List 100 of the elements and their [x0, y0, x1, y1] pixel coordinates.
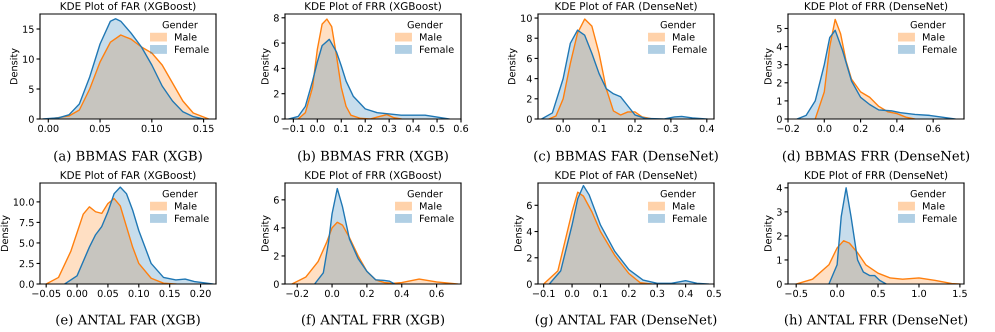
y-tick-label: 4 [274, 65, 279, 72]
x-tick-label: 0.00 [38, 124, 58, 132]
legend-label: Female [420, 214, 454, 222]
legend-label: Female [175, 214, 209, 222]
y-tick-label: 2 [776, 79, 782, 86]
x-tick-label: 0.1 [334, 124, 348, 132]
chart-title: KDE Plot of FAR (DenseNet) [556, 2, 697, 12]
y-tick-label: 5 [29, 86, 34, 93]
x-tick-label: 0.3 [382, 124, 396, 132]
y-axis-title: Density [261, 48, 270, 84]
legend-title: Gender [910, 20, 946, 28]
x-tick-label: 0.6 [926, 124, 940, 132]
legend-title: Gender [162, 190, 198, 198]
legend-title: Gender [162, 20, 198, 28]
x-tick-label: 0.2 [628, 124, 642, 132]
x-tick-label: 0.4 [394, 290, 409, 298]
x-tick-label: 0.1 [592, 124, 606, 132]
y-tick-label: 4 [526, 75, 532, 82]
text: (a) BBMAS FAR (XGB) [54, 150, 202, 163]
x-tick-label: 0.2 [853, 124, 868, 132]
legend-title: Gender [660, 190, 696, 198]
x-tick-label: 0.5 [870, 290, 885, 298]
x-tick-label: −0.2 [286, 290, 308, 298]
x-tick-label: 0.0 [324, 290, 340, 298]
y-tick-label: 8 [274, 14, 279, 22]
x-tick-label: 0.0 [310, 124, 324, 132]
y-tick-label: 5 [777, 25, 782, 32]
y-tick-label: 6 [526, 202, 532, 210]
y-tick-label: 4 [776, 184, 782, 192]
y-tick-label: 4 [776, 43, 782, 50]
text: (h) ANTAL FRR (DenseNet) [784, 314, 968, 326]
legend-label: Male [175, 202, 197, 210]
y-tick-label: 10.0 [14, 198, 34, 206]
legend-label: Female [673, 214, 707, 222]
x-tick-label: −0.5 [785, 290, 808, 298]
x-tick-label: 0.4 [678, 290, 693, 298]
legend-label: Female [175, 45, 209, 53]
x-tick-label: 0.2 [358, 124, 372, 132]
legend-label: Female [673, 45, 707, 53]
text: (f) ANTAL FRR (XGB) [302, 314, 444, 326]
x-tick-label: 0.0 [564, 290, 580, 298]
y-tick-label: 1 [777, 256, 782, 264]
y-tick-label: 2 [274, 90, 278, 98]
legend-label: Male [175, 33, 197, 41]
legend-label: Male [923, 202, 945, 210]
y-tick-label: 0 [274, 280, 279, 288]
x-tick-label: 0.15 [193, 124, 214, 132]
y-axis-title: Density [764, 48, 774, 84]
x-tick-label: 0.20 [190, 290, 211, 298]
x-tick-label: 0.5 [430, 124, 444, 132]
x-tick-label: −0.1 [532, 290, 555, 298]
legend-label: Male [420, 202, 442, 210]
x-tick-label: 0.3 [650, 290, 664, 298]
x-tick-label: −0.2 [777, 124, 799, 132]
y-axis-title: Density [10, 48, 20, 84]
y-axis-title: Density [0, 215, 10, 252]
x-tick-label: 0.2 [622, 290, 636, 298]
x-tick-label: 0.3 [664, 124, 678, 132]
x-tick-label: 0.10 [142, 124, 162, 132]
x-tick-label: 0.0 [556, 124, 570, 132]
x-tick-label: 0.6 [430, 290, 444, 298]
legend-label: Male [673, 33, 695, 41]
y-tick-label: 0 [776, 115, 782, 123]
y-tick-label: 0.0 [20, 280, 34, 288]
x-tick-label: 0.2 [360, 290, 374, 298]
legend-label: Female [923, 214, 957, 222]
y-tick-label: 8 [526, 34, 532, 42]
y-tick-label: 0 [28, 115, 34, 123]
x-tick-label: 0.4 [406, 124, 420, 132]
y-tick-label: 0 [526, 280, 532, 288]
text: (b) BBMAS FRR (XGB) [298, 150, 448, 163]
x-tick-label: 0.0 [817, 124, 832, 132]
x-tick-label: −0.1 [282, 124, 304, 132]
text: (g) ANTAL FAR (DenseNet) [536, 314, 716, 328]
x-tick-label: 0.1 [593, 290, 608, 298]
y-tick-label: 0 [274, 115, 279, 123]
y-tick-label: 10 [521, 14, 532, 22]
y-tick-label: 4 [274, 224, 279, 232]
chart-title: KDE Plot of FRR (XGBoost) [305, 170, 441, 180]
legend-label: Male [673, 202, 695, 210]
y-tick-label: 2 [274, 252, 278, 260]
y-tick-label: 6 [526, 54, 532, 62]
y-tick-label: 0 [776, 280, 782, 288]
legend-title: Gender [408, 190, 443, 198]
chart-title: KDE Plot of FRR (XGBoost) [305, 2, 441, 12]
y-axis-title: Density [508, 48, 518, 84]
x-tick-label: 0.05 [90, 124, 110, 132]
x-tick-label: 0.10 [128, 290, 149, 298]
y-tick-label: 1 [777, 98, 782, 105]
x-tick-label: 0.00 [66, 290, 88, 298]
legend-title: Gender [408, 20, 443, 28]
y-tick-label: 4 [526, 228, 532, 236]
chart-title: KDE Plot of FRR (DenseNet) [804, 170, 948, 180]
legend-label: Female [923, 45, 957, 53]
y-axis-title: Density [261, 215, 270, 252]
y-tick-label: 2 [526, 254, 532, 262]
chart-title: KDE Plot of FAR (XGBoost) [60, 170, 196, 180]
legend-label: Male [420, 33, 442, 41]
y-tick-label: 0 [526, 115, 532, 123]
legend-title: Gender [910, 190, 946, 198]
